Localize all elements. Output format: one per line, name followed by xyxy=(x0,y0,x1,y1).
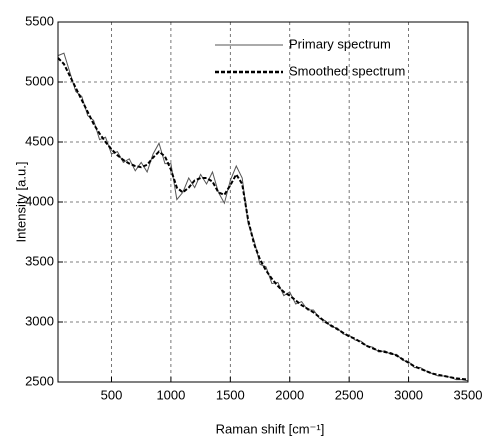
x-tick-label: 500 xyxy=(101,387,123,402)
y-tick-label: 3000 xyxy=(25,313,54,328)
x-tick-label: 3000 xyxy=(394,387,423,402)
x-tick-label: 1000 xyxy=(156,387,185,402)
y-tick-label: 5000 xyxy=(25,73,54,88)
plot-frame xyxy=(57,21,469,383)
series-line xyxy=(57,52,469,382)
legend-label: Primary spectrum xyxy=(289,36,391,51)
y-tick-label: 3500 xyxy=(25,253,54,268)
y-tick-label: 5500 xyxy=(25,13,54,28)
x-tick-label: 3500 xyxy=(454,387,483,402)
y-axis-label: Intensity [a.u.] xyxy=(13,162,28,243)
x-tick-label: 2500 xyxy=(335,387,364,402)
x-tick-label: 2000 xyxy=(275,387,304,402)
series-line xyxy=(57,57,469,381)
y-tick-label: 4000 xyxy=(25,193,54,208)
y-tick-label: 4500 xyxy=(25,133,54,148)
x-tick-label: 1500 xyxy=(216,387,245,402)
legend-label: Smoothed spectrum xyxy=(289,63,405,78)
y-tick-label: 2500 xyxy=(25,373,54,388)
x-axis-label: Raman shift [cm⁻¹] xyxy=(216,421,325,436)
